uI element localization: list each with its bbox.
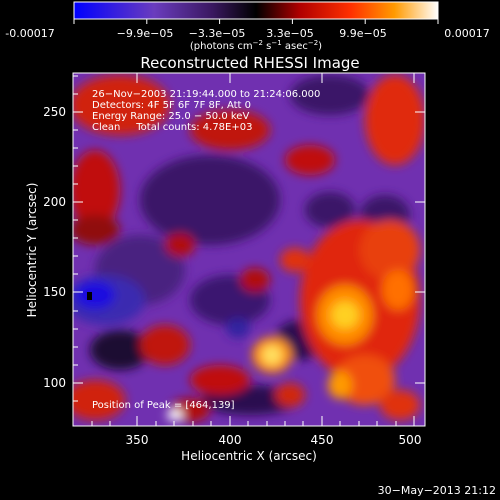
y-tick-label: 150 — [43, 285, 66, 299]
annotation-detectors: Detectors: 4F 5F 6F 7F 8F, Att 0 — [92, 100, 251, 111]
x-tick-label: 350 — [126, 433, 149, 447]
x-tick-label: 450 — [311, 433, 334, 447]
y-axis-label: Heliocentric Y (arcsec) — [25, 183, 39, 318]
colorbar-tick-label: −9.9e−05 — [117, 27, 174, 40]
annotation-time-range: 26−Nov−2003 21:19:44.000 to 21:24:06.000 — [92, 89, 320, 100]
x-tick-label: 500 — [399, 433, 422, 447]
x-tick-label: 400 — [219, 433, 242, 447]
reconstructed-image — [73, 73, 425, 426]
annotation-clean: Clean Total counts: 4.78E+03 — [92, 122, 252, 133]
y-tick-label: 250 — [43, 105, 66, 119]
colorbar-ticks — [73, 19, 439, 24]
y-axis-ticks — [73, 75, 425, 402]
plot-frame — [72, 72, 426, 427]
colorbar-tick-label: 9.9e−05 — [339, 27, 386, 40]
x-axis-label: Heliocentric X (arcsec) — [181, 449, 317, 463]
y-tick-label: 100 — [43, 376, 66, 390]
x-axis-ticks — [91, 73, 415, 426]
plot-title: Reconstructed RHESSI Image — [140, 54, 359, 72]
annotation-energy: Energy Range: 25.0 − 50.0 keV — [92, 111, 249, 122]
colorbar-tick-label: −3.3e−05 — [189, 27, 246, 40]
colorbar — [73, 1, 439, 20]
annotation-peak-position: Position of Peak = [464,139] — [92, 400, 235, 411]
colorbar-tick-label: 0.00017 — [444, 27, 490, 40]
colorbar-tick-label: -0.00017 — [5, 27, 54, 40]
footer-timestamp: 30−May−2013 21:12 — [378, 484, 496, 497]
colorbar-units: (photons cm−2 s−1 asec−2) — [190, 39, 322, 52]
colorbar-tick-label: 3.3e−05 — [266, 27, 313, 40]
y-tick-label: 200 — [43, 195, 66, 209]
